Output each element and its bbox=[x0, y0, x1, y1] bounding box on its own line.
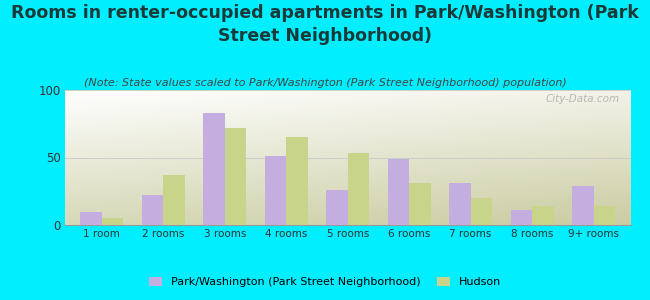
Bar bbox=[471, 198, 492, 225]
Bar bbox=[286, 137, 308, 225]
Text: City-Data.com: City-Data.com bbox=[545, 94, 619, 104]
Bar bbox=[572, 186, 593, 225]
Bar bbox=[163, 175, 185, 225]
Text: Rooms in renter-occupied apartments in Park/Washington (Park
Street Neighborhood: Rooms in renter-occupied apartments in P… bbox=[11, 4, 639, 45]
Legend: Park/Washington (Park Street Neighborhood), Hudson: Park/Washington (Park Street Neighborhoo… bbox=[144, 272, 506, 291]
Bar bbox=[348, 153, 369, 225]
Bar bbox=[449, 183, 471, 225]
Bar bbox=[102, 218, 124, 225]
Bar bbox=[203, 113, 225, 225]
Bar bbox=[142, 195, 163, 225]
Text: (Note: State values scaled to Park/Washington (Park Street Neighborhood) populat: (Note: State values scaled to Park/Washi… bbox=[84, 78, 566, 88]
Bar bbox=[593, 206, 615, 225]
Bar bbox=[265, 156, 286, 225]
Bar bbox=[532, 206, 554, 225]
Bar bbox=[225, 128, 246, 225]
Bar bbox=[387, 159, 410, 225]
Bar bbox=[410, 183, 431, 225]
Bar bbox=[326, 190, 348, 225]
Bar bbox=[81, 212, 102, 225]
Bar bbox=[511, 210, 532, 225]
